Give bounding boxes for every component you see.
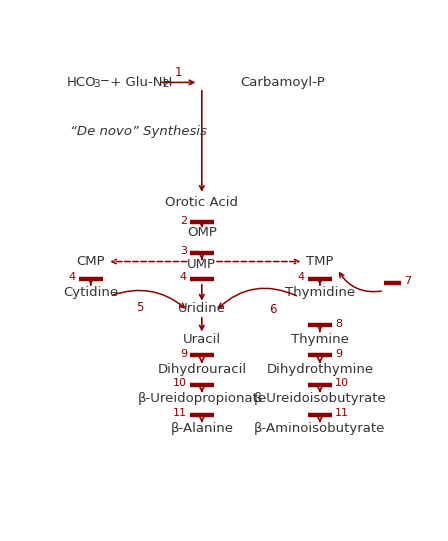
- Text: 3: 3: [94, 80, 100, 89]
- Text: Cytidine: Cytidine: [63, 286, 118, 299]
- Text: 4: 4: [69, 272, 76, 282]
- Text: UMP: UMP: [187, 259, 216, 272]
- Text: 9: 9: [335, 348, 342, 359]
- Text: 3: 3: [180, 246, 187, 256]
- Text: β-Ureidoisobutyrate: β-Ureidoisobutyrate: [254, 392, 386, 405]
- Text: CMP: CMP: [77, 255, 105, 268]
- Text: −: −: [99, 74, 109, 87]
- Text: 10: 10: [335, 378, 349, 388]
- Text: 6: 6: [269, 303, 277, 316]
- Text: 5: 5: [136, 301, 143, 314]
- Text: 2: 2: [162, 80, 168, 89]
- Text: Thymidine: Thymidine: [285, 286, 355, 299]
- Text: Thymine: Thymine: [291, 333, 349, 346]
- Text: β-Ureidopropionate: β-Ureidopropionate: [137, 392, 267, 405]
- Text: 8: 8: [335, 319, 342, 328]
- Text: 4: 4: [298, 272, 305, 282]
- Text: Dihydrouracil: Dihydrouracil: [157, 362, 246, 375]
- Text: β-Aminoisobutyrate: β-Aminoisobutyrate: [254, 421, 386, 434]
- Text: 7: 7: [404, 276, 411, 286]
- Text: Carbamoyl-P: Carbamoyl-P: [240, 76, 325, 89]
- Text: 11: 11: [173, 408, 187, 418]
- Text: Orotic Acid: Orotic Acid: [165, 196, 238, 209]
- Text: 4: 4: [180, 272, 187, 282]
- Text: 9: 9: [180, 348, 187, 359]
- Text: TMP: TMP: [306, 255, 334, 268]
- Text: + Glu-NH: + Glu-NH: [106, 76, 173, 89]
- Text: Dihydrothymine: Dihydrothymine: [266, 362, 374, 375]
- Text: 10: 10: [173, 378, 187, 388]
- Text: 2: 2: [180, 216, 187, 226]
- Text: OMP: OMP: [187, 226, 217, 239]
- Text: 1: 1: [174, 65, 182, 78]
- Text: 11: 11: [335, 408, 349, 418]
- Text: β-Alanine: β-Alanine: [170, 421, 233, 434]
- Text: HCO: HCO: [66, 76, 96, 89]
- Text: Uridine: Uridine: [178, 302, 226, 315]
- Text: Uracil: Uracil: [183, 333, 221, 346]
- Text: “De novo” Synthesis: “De novo” Synthesis: [70, 125, 207, 138]
